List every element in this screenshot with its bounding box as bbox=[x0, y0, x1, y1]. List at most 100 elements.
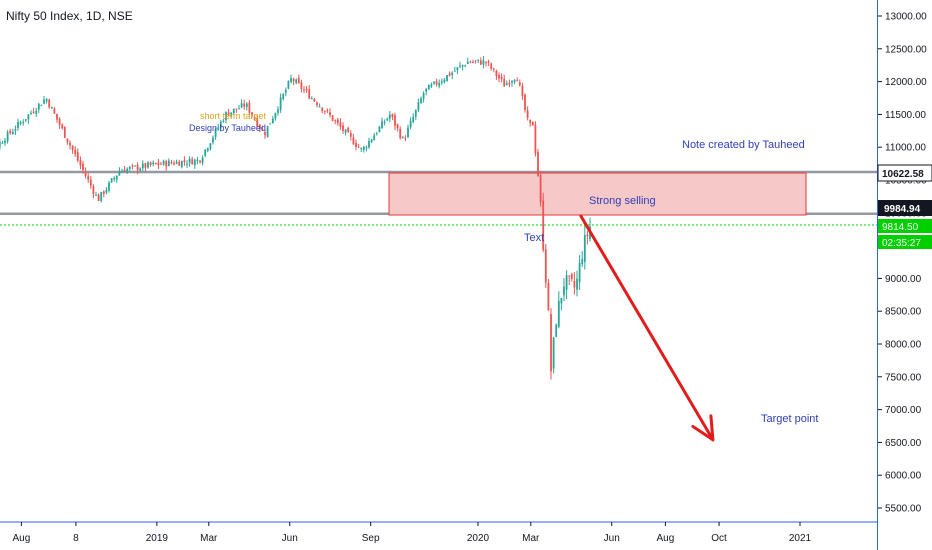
candle-body bbox=[258, 124, 261, 129]
candle-body bbox=[230, 112, 233, 117]
time-axis[interactable]: Aug 8 2019 Mar Jun Sep 2020 Mar Jun Aug Oct 2021 bbox=[12, 522, 812, 544]
candle-body bbox=[399, 128, 402, 139]
time-tick-label: Aug bbox=[12, 533, 30, 544]
candle-body bbox=[297, 77, 300, 83]
price-tick-label: 9000.00 bbox=[885, 274, 922, 285]
candle-body bbox=[459, 65, 461, 67]
selling-zone-rectangle[interactable] bbox=[388, 172, 807, 216]
candle-body bbox=[394, 115, 396, 126]
candle-body bbox=[326, 110, 329, 112]
candle-body bbox=[451, 72, 454, 75]
candle-body bbox=[24, 119, 27, 121]
candle-body bbox=[383, 121, 386, 123]
candle-body bbox=[440, 81, 443, 83]
candle-body bbox=[477, 59, 480, 61]
candle-body bbox=[264, 131, 266, 136]
candle-body bbox=[474, 60, 477, 62]
candle-body bbox=[544, 249, 547, 283]
price-tick-label: 11500.00 bbox=[885, 110, 926, 121]
candle-body bbox=[87, 176, 90, 180]
candle-body bbox=[105, 189, 108, 193]
candle-body bbox=[537, 152, 539, 176]
candle-body bbox=[485, 61, 487, 63]
candle-body bbox=[513, 79, 516, 83]
candle-body bbox=[303, 89, 305, 91]
candle-body bbox=[464, 65, 467, 67]
projection-arrowhead bbox=[691, 414, 715, 442]
price-tick-label: 11000.00 bbox=[885, 143, 926, 154]
candle-body bbox=[193, 159, 196, 165]
candle-body bbox=[56, 113, 58, 120]
target-point-label[interactable]: Target point bbox=[761, 413, 818, 425]
candle-body bbox=[355, 143, 357, 147]
strong-selling-label[interactable]: Strong selling bbox=[589, 195, 656, 207]
text-label[interactable]: Text bbox=[524, 232, 544, 244]
candle-body bbox=[141, 163, 144, 169]
candle-body bbox=[222, 120, 225, 122]
design-by-note[interactable]: Design by Tauheed bbox=[189, 123, 266, 133]
time-tick-label: 8 bbox=[73, 533, 79, 544]
candle-body bbox=[295, 79, 298, 83]
candle-body bbox=[175, 161, 178, 164]
candle-body bbox=[490, 63, 493, 69]
price-tick-label: 7500.00 bbox=[885, 372, 922, 383]
candle-body bbox=[365, 147, 368, 149]
candle-body bbox=[240, 103, 243, 108]
candle-body bbox=[318, 106, 321, 108]
candle-body bbox=[529, 119, 532, 123]
candle-body bbox=[331, 115, 334, 121]
candle-body bbox=[570, 274, 573, 280]
candle-body bbox=[76, 152, 79, 161]
candle-body bbox=[245, 103, 248, 108]
candle-body bbox=[165, 161, 168, 167]
price-tick-label: 12000.00 bbox=[885, 77, 927, 88]
candle-body bbox=[277, 109, 279, 113]
candle-body bbox=[362, 146, 365, 150]
candle-body bbox=[329, 112, 331, 116]
candle-body bbox=[568, 275, 571, 277]
candle-body bbox=[310, 98, 313, 100]
candle-body bbox=[388, 114, 391, 119]
candle-body bbox=[401, 137, 404, 139]
candle-body bbox=[542, 200, 545, 251]
time-tick-label: 2021 bbox=[789, 533, 812, 544]
candle-body bbox=[253, 117, 256, 120]
candle-body bbox=[27, 114, 30, 120]
candle-body bbox=[274, 112, 277, 119]
candle-body bbox=[433, 81, 435, 84]
candle-body bbox=[518, 82, 521, 86]
candle-body bbox=[180, 160, 183, 168]
countdown-tag: 02:35:27 bbox=[878, 235, 932, 249]
candle-body bbox=[487, 61, 490, 63]
projection-arrow-line[interactable] bbox=[579, 214, 715, 442]
candle-body bbox=[9, 130, 12, 134]
candle-body bbox=[360, 148, 363, 150]
candle-body bbox=[183, 160, 186, 163]
candle-body bbox=[170, 161, 173, 164]
candle-body bbox=[4, 140, 6, 144]
candle-body bbox=[160, 163, 162, 165]
candle-body bbox=[136, 164, 139, 171]
candle-body bbox=[50, 107, 53, 109]
short-term-target-note[interactable]: short term target bbox=[200, 111, 267, 121]
time-tick-label: Mar bbox=[200, 533, 218, 544]
candle-body bbox=[100, 191, 103, 201]
price-tick-label: 8500.00 bbox=[885, 307, 922, 318]
candle-body bbox=[97, 194, 100, 201]
resistance-price-tag: 10622.58 bbox=[877, 164, 932, 182]
candle-body bbox=[14, 129, 17, 131]
candle-body bbox=[555, 324, 558, 337]
candle-body bbox=[453, 70, 456, 72]
candle-body bbox=[547, 282, 550, 310]
note-created-label[interactable]: Note created by Tauheed bbox=[682, 139, 805, 151]
candle-body bbox=[435, 81, 438, 85]
resistance-price-text: 10622.58 bbox=[882, 169, 924, 180]
candle-body bbox=[178, 161, 181, 166]
candle-body bbox=[266, 126, 269, 137]
candle-body bbox=[404, 137, 407, 139]
candle-body bbox=[199, 160, 201, 163]
candle-body bbox=[11, 131, 14, 135]
candle-body bbox=[147, 162, 149, 168]
